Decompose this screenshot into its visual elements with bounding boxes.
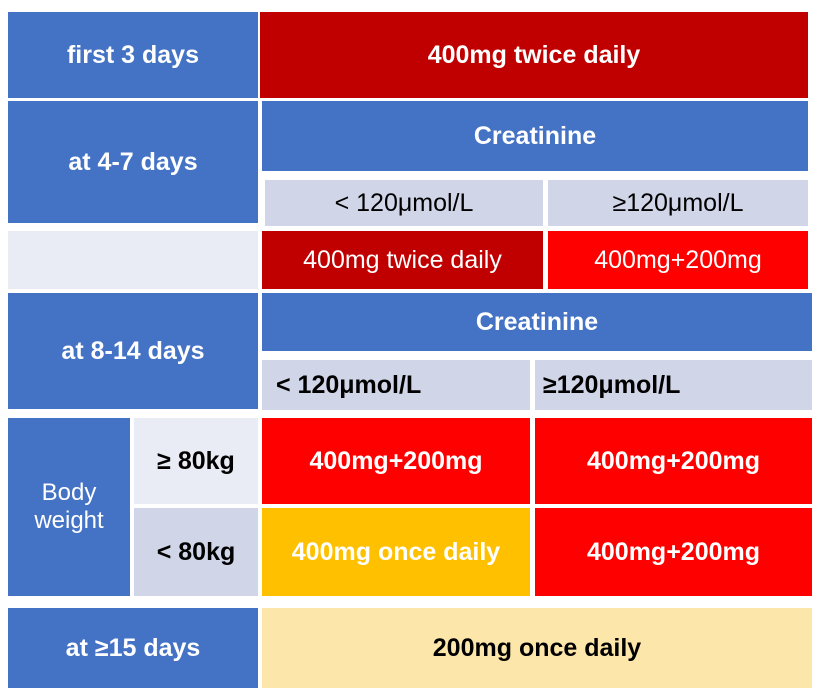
weight-cell: ≥ 80kg [134,418,258,504]
dose-cell: 400mg+200mg [548,231,808,289]
row-label: at 8-14 days [8,293,258,409]
sub-header: < 120μmol/L [265,180,543,226]
header-cell: Creatinine [262,293,812,351]
row-label: at ≥15 days [8,608,258,688]
dose-cell: 400mg+200mg [535,418,812,504]
row-label: first 3 days [8,12,258,98]
empty-cell [8,231,258,289]
dose-cell: 400mg+200mg [535,508,812,596]
weight-cell: < 80kg [134,508,258,596]
row-label: at 4-7 days [8,101,258,223]
dose-cell: 400mg+200mg [262,418,530,504]
body-weight-label: Body weight [8,418,130,596]
sub-header: ≥120μmol/L [535,360,812,410]
dose-cell: 200mg once daily [262,608,812,688]
sub-header: ≥120μmol/L [548,180,808,226]
dose-cell: 400mg once daily [262,508,530,596]
dose-cell: 400mg twice daily [260,12,808,98]
dose-cell: 400mg twice daily [262,231,543,289]
header-cell: Creatinine [262,101,808,171]
sub-header: < 120μmol/L [262,360,530,410]
